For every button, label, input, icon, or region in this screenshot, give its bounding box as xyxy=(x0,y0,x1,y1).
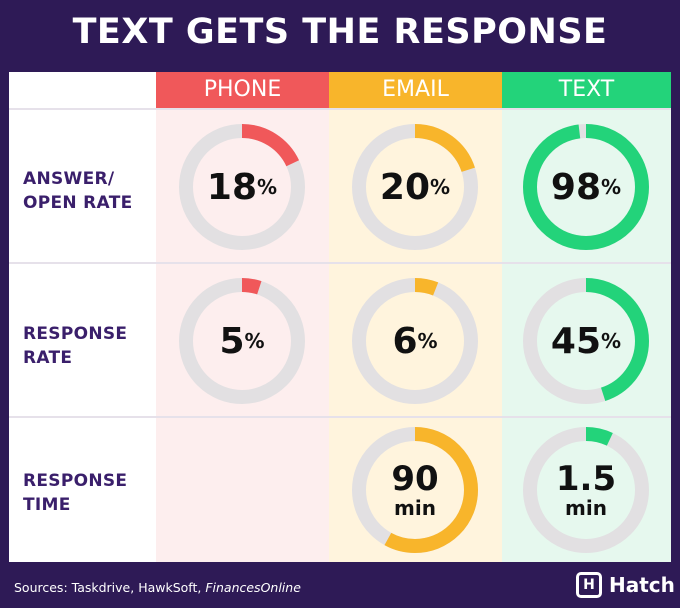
gauge-track xyxy=(523,427,649,553)
gauge-arc xyxy=(523,124,649,250)
gauge-email-answer-open-rate: 20% xyxy=(351,123,479,251)
text-header-label: TEXT xyxy=(558,77,615,102)
row-divider xyxy=(9,108,671,110)
gauge-value: 1.5 min xyxy=(522,426,650,554)
gauge-text-answer-open-rate: 98% xyxy=(522,123,650,251)
gauge-email-response-time: 90 min xyxy=(351,426,479,554)
gauge-value: 6% xyxy=(351,277,479,405)
gauge-phone-response-rate: 5% xyxy=(178,277,306,405)
text-column-header: TEXT xyxy=(502,72,671,108)
sources-text: Sources: Taskdrive, HawkSoft, xyxy=(14,580,206,595)
row-label-line: OPEN RATE xyxy=(23,193,133,213)
gauge-text-response-rate: 45% xyxy=(522,277,650,405)
sources-italic-text: FinancesOnline xyxy=(205,580,301,595)
gauge-number: 6 xyxy=(392,320,418,362)
gauge-arc xyxy=(352,427,478,553)
gauge-arc xyxy=(179,124,305,250)
gauge-arc xyxy=(523,278,649,404)
gauge-number: 1.5 xyxy=(555,459,617,499)
gauge-unit: % xyxy=(601,175,622,199)
row-divider xyxy=(9,262,671,264)
gauge-value: 98% xyxy=(522,123,650,251)
gauge-unit: % xyxy=(430,175,451,199)
row-label-answer-open-rate: ANSWER/ OPEN RATE xyxy=(23,167,133,215)
row-label-response-rate: RESPONSE RATE xyxy=(23,322,127,370)
row-label-line: RESPONSE xyxy=(23,324,128,344)
row-label-line: RESPONSE xyxy=(23,471,128,491)
gauge-value: 45% xyxy=(522,277,650,405)
gauge-unit: % xyxy=(257,175,278,199)
row-label-line: RATE xyxy=(23,348,73,368)
hatch-logo-text: Hatch xyxy=(609,573,675,597)
gauge-value: 90 min xyxy=(351,426,479,554)
email-header-label: EMAIL xyxy=(382,77,449,102)
gauge-value: 20% xyxy=(351,123,479,251)
gauge-unit: % xyxy=(601,329,622,353)
hatch-logo-mark: H xyxy=(576,572,602,598)
gauge-text-response-time: 1.5 min xyxy=(522,426,650,554)
row-label-line: TIME xyxy=(23,495,71,515)
gauge-phone-answer-open-rate: 18% xyxy=(178,123,306,251)
phone-column-header: PHONE xyxy=(156,72,329,108)
hatch-logo: H Hatch xyxy=(576,572,675,598)
sources-note: Sources: Taskdrive, HawkSoft, FinancesOn… xyxy=(14,580,301,595)
gauge-number: 45 xyxy=(550,320,602,362)
row-divider xyxy=(9,416,671,418)
gauge-number: 98 xyxy=(550,166,602,208)
gauge-unit: % xyxy=(417,329,438,353)
gauge-value: 5% xyxy=(178,277,306,405)
gauge-arc xyxy=(352,124,478,250)
comparison-table: PHONE EMAIL TEXT ANSWER/ OPEN RATE RESPO… xyxy=(9,72,671,562)
gauge-number: 20 xyxy=(379,166,431,208)
gauge-unit: min xyxy=(565,496,607,520)
row-label-line: ANSWER/ xyxy=(23,169,115,189)
phone-header-label: PHONE xyxy=(203,77,282,102)
gauge-number: 5 xyxy=(219,320,245,362)
email-column-header: EMAIL xyxy=(329,72,502,108)
gauge-unit: % xyxy=(244,329,265,353)
gauge-number: 90 xyxy=(391,459,439,499)
row-label-response-time: RESPONSE TIME xyxy=(23,469,127,517)
page-title: TEXT GETS THE RESPONSE xyxy=(72,12,608,52)
gauge-number: 18 xyxy=(206,166,258,208)
gauge-value: 18% xyxy=(178,123,306,251)
gauge-arc xyxy=(179,278,305,404)
gauge-unit: min xyxy=(394,496,436,520)
gauge-arc xyxy=(352,278,478,404)
gauge-email-response-rate: 6% xyxy=(351,277,479,405)
